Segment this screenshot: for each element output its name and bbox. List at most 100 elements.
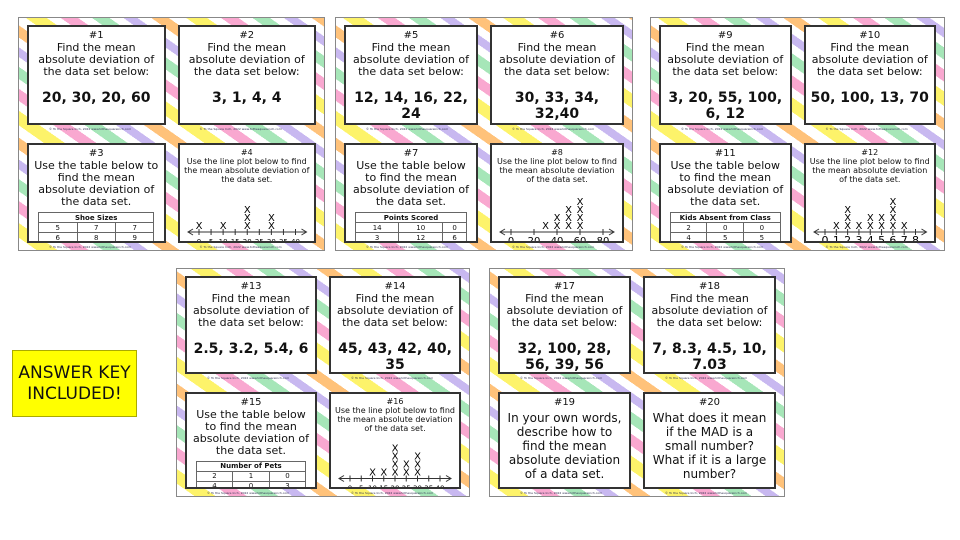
data-set: 3, 20, 55, 100, 6, 12 [668, 90, 783, 122]
table-cell: 5 [706, 232, 744, 241]
plot-x-mark: X [889, 213, 896, 224]
card-number: #5 [403, 30, 419, 41]
tick-label: 5 [359, 484, 363, 489]
copyright-footer: © To the Square Inch, 2022 www.tothesqua… [520, 375, 603, 380]
plot-x-mark: X [889, 197, 896, 208]
plot-x-mark: X [243, 221, 250, 232]
card-number: #16 [386, 396, 404, 406]
card-question: Use the line plot below to find the mean… [335, 405, 455, 433]
card-question: Find the mean absolute deviation of the … [192, 292, 309, 329]
table-row: 14 10 0 [354, 222, 468, 233]
card-number: #8 [551, 148, 563, 157]
tick-label: 10 [218, 238, 227, 243]
plot-x-mark: X [832, 221, 839, 232]
plot-x-mark: X [565, 221, 572, 232]
plot-x-mark: X [577, 221, 584, 232]
task-card: #8 Use the line plot below to find the me… [490, 143, 624, 243]
tick-label: 20 [528, 236, 541, 243]
card-number: #17 [553, 281, 576, 292]
table-cell: 3 [744, 243, 781, 244]
copyright-footer: © To the Square Inch, 2022 www.tothesqua… [207, 375, 290, 380]
copyright-footer: © To the Square Inch, 2022 www.tothesqua… [49, 127, 132, 131]
plot-x-mark: X [878, 213, 885, 224]
table-title: Kids Absent from Class [669, 212, 781, 223]
plot-x-mark: X [855, 221, 862, 232]
task-card: #20 What does it mean if the MAD is a sma… [643, 391, 776, 489]
table-cell: 10 [398, 222, 443, 233]
task-card-sheet: #17 Find the mean absolute deviation of t… [489, 268, 785, 497]
copyright-footer: © To the Square Inch, 2022 www.tothesqua… [207, 491, 290, 495]
tick-label: 0 [196, 238, 200, 243]
tick-label: 30 [413, 484, 422, 489]
tick-label: 3 [855, 234, 862, 243]
table-cell: 8 [76, 232, 116, 241]
plot-x-mark: X [878, 221, 885, 232]
tick-label: 7 [900, 234, 907, 243]
plot-x-mark: X [565, 213, 572, 224]
task-card: #2 Find the mean absolute deviation of th… [177, 25, 316, 125]
plot-x-mark: X [542, 221, 549, 232]
copyright-footer: © To the Square Inch, 2022 www.tothesqua… [512, 127, 595, 131]
task-card-sheet: #9 Find the mean absolute deviation of th… [650, 17, 945, 251]
table-row: 533 [670, 243, 780, 244]
plot-x-mark: X [219, 221, 226, 232]
table-cell: 2 [669, 222, 708, 233]
card-question: Find the mean absolute deviation of the … [38, 41, 155, 78]
data-table: Number of Pets210403213 [195, 460, 307, 488]
tick-label: 5 [208, 238, 212, 243]
task-card: #5 Find the mean absolute deviation of th… [344, 25, 478, 125]
task-card-sheet: #13 Find the mean absolute deviation of t… [176, 268, 470, 497]
tick-label: 4 [866, 234, 873, 243]
card-question: Find the mean absolute deviation of the … [188, 41, 305, 78]
plot-x-mark: X [844, 205, 851, 216]
tick-label: 8 [912, 234, 919, 243]
tick-label: 0 [508, 236, 514, 243]
task-card: #11 Use the table below to find the mean … [659, 143, 792, 243]
tick-label: 2 [844, 234, 851, 243]
card-number: #6 [549, 30, 565, 41]
card-question: Use the table below to find the mean abs… [34, 159, 159, 208]
card-question: Use the table below to find the mean abs… [667, 159, 784, 208]
table-cell: 5 [38, 222, 78, 233]
copyright-footer: © To the Square Inch, 2022 www.tothesqua… [665, 375, 748, 380]
task-card: #13 Find the mean absolute deviation of t… [185, 276, 317, 374]
table-title: Shoe Sizes [38, 212, 155, 223]
plot-x-mark: X [267, 213, 274, 224]
tick-label: 0 [348, 484, 352, 489]
card-number: #1 [88, 30, 104, 41]
copyright-footer: © To the Square Inch, 2022 www.tothesqua… [512, 245, 595, 249]
task-card-sheet: #5 Find the mean absolute deviation of th… [335, 17, 633, 251]
card-question: Use the table below to find the mean abs… [352, 159, 469, 208]
plot-x-mark: X [392, 467, 399, 478]
plot-x-mark: X [844, 213, 851, 224]
card-number: #10 [859, 30, 881, 41]
copyright-footer: © To the Square Inch, 2022 www.tothesqua… [351, 375, 434, 380]
tick-label: 10 [368, 484, 377, 489]
plot-x-mark: X [414, 459, 421, 470]
table-cell: 12 [398, 232, 443, 241]
tick-label: 1 [832, 234, 839, 243]
table-cell: 7 [114, 222, 155, 233]
table-cell: 9 [114, 232, 155, 241]
data-set: 32, 100, 28, 56, 39, 56 [517, 341, 612, 373]
plot-x-mark: X [554, 213, 561, 224]
plot-x-mark: X [414, 467, 421, 478]
data-set: 20, 30, 20, 60 [41, 90, 151, 106]
task-card: #12 Use the line plot below to find the m… [803, 143, 936, 243]
task-card: #17 Find the mean absolute deviation of t… [498, 276, 631, 374]
copyright-footer: © To the Square Inch, 2022 www.tothesqua… [825, 127, 908, 131]
copyright-footer: © To the Square Inch, 2022 www.tothesqua… [199, 245, 282, 249]
data-table: Points Scored 14 10 0 3 12 6 [354, 212, 468, 241]
tick-label: 15 [230, 238, 239, 243]
arrow-heads [499, 228, 615, 236]
card-question: Find the mean absolute deviation of the … [336, 292, 453, 329]
card-question: In your own words, describe how to find … [507, 410, 622, 481]
tick-label: 35 [278, 238, 287, 243]
table-cell: 4 [669, 232, 708, 241]
